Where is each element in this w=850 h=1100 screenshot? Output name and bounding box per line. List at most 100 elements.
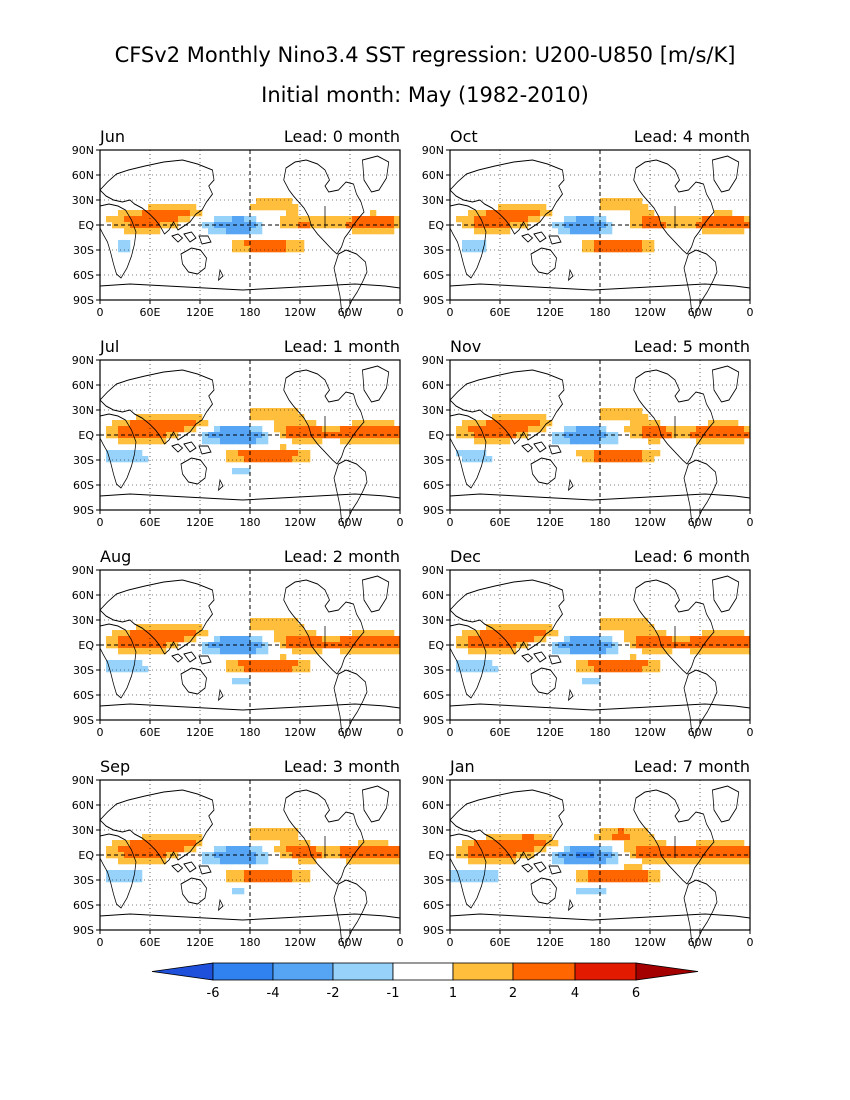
lat-tick-label: 90S — [423, 504, 444, 517]
lat-tick-label: 60S — [73, 689, 94, 702]
lon-tick-label: 0 — [447, 936, 454, 949]
lat-tick-label: 60N — [422, 589, 444, 602]
lon-tick-label: 180 — [240, 726, 261, 739]
lat-tick-label: 60S — [73, 269, 94, 282]
lat-tick-label: 60N — [72, 799, 94, 812]
lat-tick-label: 60S — [73, 899, 94, 912]
lat-tick-label: 30N — [422, 194, 444, 207]
lat-tick-label: 90N — [72, 354, 94, 367]
lat-tick-label: 60S — [423, 689, 444, 702]
panel-lead-label: Lead: 5 month — [634, 337, 750, 356]
lon-tick-label: 0 — [397, 516, 404, 529]
lon-tick-label: 60E — [140, 936, 161, 949]
figure-title: CFSv2 Monthly Nino3.4 SST regression: U2… — [115, 43, 736, 67]
lat-tick-label: 30N — [72, 404, 94, 417]
lon-tick-label: 60W — [688, 936, 713, 949]
panel-month-label: Aug — [100, 547, 131, 566]
lon-tick-label: 120E — [536, 516, 564, 529]
panel-lead-label: Lead: 1 month — [284, 337, 400, 356]
lat-tick-label: 90S — [73, 504, 94, 517]
lon-tick-label: 0 — [447, 516, 454, 529]
lat-tick-label: 30N — [422, 824, 444, 837]
lon-tick-label: 0 — [747, 726, 754, 739]
colorbar-level-label: 1 — [449, 986, 457, 1001]
panel-lead-label: Lead: 2 month — [284, 547, 400, 566]
colorbar-level-label: -4 — [267, 986, 280, 1001]
panel-month-label: Dec — [450, 547, 481, 566]
colorbar-segment — [212, 962, 274, 981]
colorbar-level-label: 4 — [571, 986, 579, 1001]
lat-tick-label: 90S — [73, 714, 94, 727]
panel-lead-label: Lead: 0 month — [284, 127, 400, 146]
colorbar-level-label: -1 — [387, 986, 400, 1001]
lon-tick-label: 180 — [240, 306, 261, 319]
lon-tick-label: 180 — [240, 516, 261, 529]
colorbar-segment — [512, 962, 576, 981]
lon-tick-label: 60W — [338, 936, 363, 949]
lon-tick-label: 120E — [536, 306, 564, 319]
lon-tick-label: 0 — [397, 726, 404, 739]
lat-tick-label: 90N — [72, 564, 94, 577]
lon-tick-label: 0 — [747, 306, 754, 319]
colorbar-segment — [272, 962, 334, 981]
lon-tick-label: 120E — [186, 306, 214, 319]
lat-tick-label: 90S — [423, 924, 444, 937]
lon-tick-label: 0 — [447, 726, 454, 739]
lon-tick-label: 0 — [97, 936, 104, 949]
lat-tick-label: 30N — [72, 614, 94, 627]
lat-tick-label: 30S — [73, 664, 94, 677]
colorbar-segment — [574, 962, 637, 981]
lat-tick-label: 90S — [73, 294, 94, 307]
colorbar-low-arrow — [151, 962, 214, 981]
panel-lead-label: Lead: 3 month — [284, 757, 400, 776]
lat-tick-label: 30S — [423, 874, 444, 887]
colorbar-segment — [452, 962, 514, 981]
lat-tick-label: 30S — [73, 874, 94, 887]
lon-tick-label: 120E — [186, 726, 214, 739]
panel-month-label: Sep — [100, 757, 130, 776]
lat-tick-label: 30N — [72, 194, 94, 207]
lat-tick-label: 90N — [422, 144, 444, 157]
lon-tick-label: 120E — [186, 516, 214, 529]
lon-tick-label: 120W — [284, 936, 316, 949]
lat-tick-label: 60N — [422, 169, 444, 182]
panel-month-label: Jun — [99, 127, 125, 146]
lon-tick-label: 120E — [186, 936, 214, 949]
lat-tick-label: 30S — [73, 244, 94, 257]
lat-tick-label: 60N — [422, 799, 444, 812]
lon-tick-label: 60E — [490, 726, 511, 739]
lon-tick-label: 0 — [747, 936, 754, 949]
lon-tick-label: 120E — [536, 936, 564, 949]
lat-tick-label: 90N — [422, 564, 444, 577]
lon-tick-label: 0 — [97, 306, 104, 319]
lat-tick-label: 30S — [73, 454, 94, 467]
lat-tick-label: EQ — [78, 849, 94, 862]
colorbar: -6 -4 -2 -1 1 2 4 6 — [151, 962, 699, 1001]
panel-month-label: Jan — [449, 757, 475, 776]
lon-tick-label: 120W — [284, 516, 316, 529]
panel-lead-label: Lead: 4 month — [634, 127, 750, 146]
lon-tick-label: 0 — [447, 306, 454, 319]
lon-tick-label: 0 — [97, 516, 104, 529]
lat-tick-label: 90S — [423, 294, 444, 307]
lon-tick-label: 60E — [140, 306, 161, 319]
anomaly-field — [456, 618, 751, 685]
lat-tick-label: 60N — [72, 169, 94, 182]
lon-tick-label: 60E — [490, 516, 511, 529]
lat-tick-label: EQ — [428, 429, 444, 442]
lat-tick-label: EQ — [428, 849, 444, 862]
lat-tick-label: EQ — [78, 429, 94, 442]
lat-tick-label: 30N — [422, 614, 444, 627]
lon-tick-label: 60W — [338, 726, 363, 739]
lon-tick-label: 180 — [590, 936, 611, 949]
lat-tick-label: 90S — [423, 714, 444, 727]
lon-tick-label: 120E — [536, 726, 564, 739]
figure-subtitle: Initial month: May (1982-2010) — [261, 83, 589, 107]
panel-month-label: Oct — [450, 127, 478, 146]
